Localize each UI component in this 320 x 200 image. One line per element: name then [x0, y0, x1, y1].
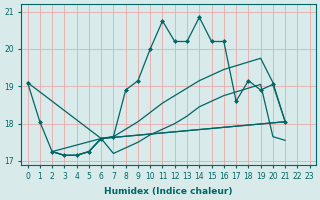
X-axis label: Humidex (Indice chaleur): Humidex (Indice chaleur): [104, 187, 233, 196]
